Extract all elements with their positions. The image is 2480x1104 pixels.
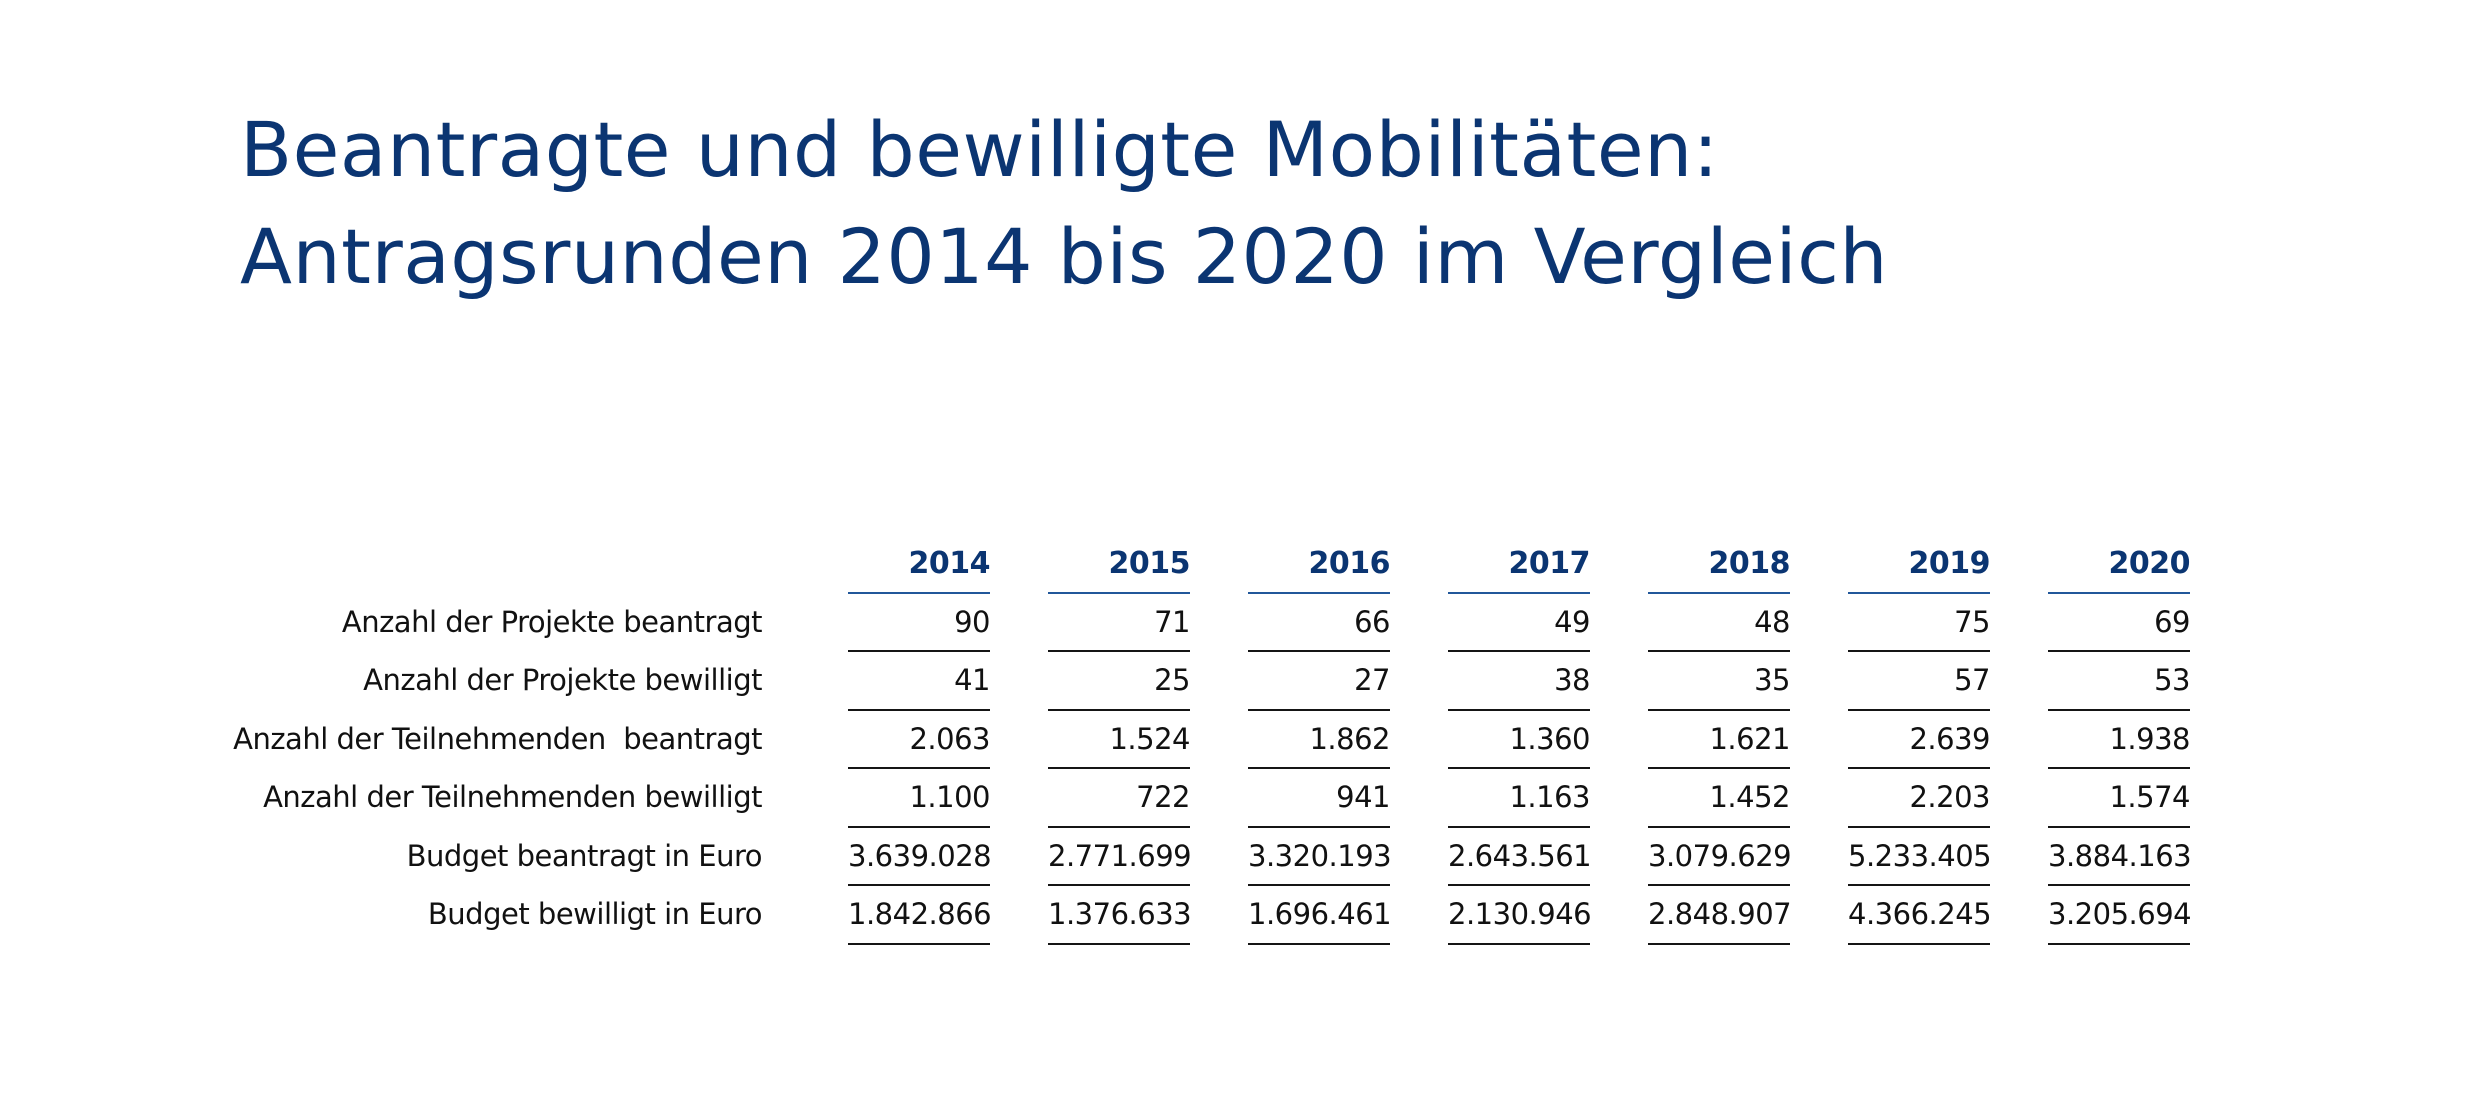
table-cell: 3.205.694 bbox=[2048, 886, 2192, 945]
table-cell: 3.079.629 bbox=[1648, 828, 1792, 886]
table-cell: 2.848.907 bbox=[1648, 886, 1792, 945]
column-header-year: 2017 bbox=[1448, 535, 1591, 594]
table-cell: 1.163 bbox=[1448, 769, 1591, 828]
table-cell: 1.621 bbox=[1648, 711, 1791, 769]
header-row: 2014 2015 2016 2017 2018 2019 2020 bbox=[0, 535, 2191, 594]
table-cell: 1.360 bbox=[1448, 711, 1591, 769]
table-cell: 1.574 bbox=[2048, 769, 2191, 828]
row-label: Anzahl der Teilnehmenden bewilligt bbox=[263, 780, 762, 814]
row-label: Budget beantragt in Euro bbox=[406, 838, 763, 873]
row-label: Anzahl der Projekte bewilligt bbox=[363, 663, 762, 697]
table-cell: 71 bbox=[1048, 594, 1191, 652]
table-row: Budget bewilligt in Euro 1.842.866 1.376.6… bbox=[0, 886, 2192, 945]
table-cell: 69 bbox=[2048, 594, 2191, 652]
table-cell: 2.063 bbox=[848, 711, 991, 769]
table-cell: 1.842.866 bbox=[848, 886, 992, 945]
column-header-year: 2015 bbox=[1048, 535, 1191, 594]
table-cell: 53 bbox=[2048, 652, 2191, 711]
table-cell: 38 bbox=[1448, 652, 1591, 711]
table-cell: 1.938 bbox=[2048, 711, 2191, 769]
table-cell: 2.203 bbox=[1848, 769, 1991, 828]
header-label-spacer bbox=[0, 535, 762, 594]
table-row: Anzahl der Teilnehmenden beantragt 2.063 1… bbox=[0, 711, 2191, 769]
table-row: Anzahl der Teilnehmenden bewilligt 1.100 7… bbox=[0, 769, 2191, 828]
table-cell: 1.524 bbox=[1048, 711, 1191, 769]
column-header-year: 2018 bbox=[1648, 535, 1791, 594]
table-cell: 57 bbox=[1848, 652, 1991, 711]
table-cell: 66 bbox=[1248, 594, 1391, 652]
column-header-year: 2016 bbox=[1248, 535, 1391, 594]
table-cell: 5.233.405 bbox=[1848, 828, 1992, 886]
table-cell: 3.884.163 bbox=[2048, 828, 2192, 886]
table-cell: 2.639 bbox=[1848, 711, 1991, 769]
row-label: Budget bewilligt in Euro bbox=[427, 897, 763, 931]
table-cell: 1.452 bbox=[1648, 769, 1791, 828]
comparison-table: 2014 2015 2016 2017 2018 2019 2020 Anzahl der P… bbox=[0, 535, 2192, 945]
table-cell: 4.366.245 bbox=[1848, 886, 1992, 945]
table-cell: 2.771.699 bbox=[1048, 828, 1192, 886]
row-label: Anzahl der Projekte beantragt bbox=[341, 604, 763, 639]
table-row: Anzahl der Projekte bewilligt 41 25 27 38 35 5… bbox=[0, 652, 2191, 711]
table-cell: 41 bbox=[848, 652, 991, 711]
table-cell: 722 bbox=[1048, 769, 1191, 828]
title-line-1: Beantragte und bewilligte Mobilitäten: bbox=[240, 105, 1719, 194]
table-cell: 941 bbox=[1248, 769, 1391, 828]
table-cell: 1.100 bbox=[848, 769, 991, 828]
page-title: Beantragte und bewilligte Mobilitäten: A… bbox=[240, 96, 1888, 310]
table-cell: 1.696.461 bbox=[1248, 886, 1392, 945]
table-cell: 49 bbox=[1448, 594, 1591, 652]
table-cell: 3.320.193 bbox=[1248, 828, 1392, 886]
table-cell: 48 bbox=[1648, 594, 1791, 652]
row-label: Anzahl der Teilnehmenden beantragt bbox=[233, 721, 762, 756]
table-cell: 35 bbox=[1648, 652, 1791, 711]
table-cell: 27 bbox=[1248, 652, 1391, 711]
table-cell: 75 bbox=[1848, 594, 1991, 652]
table-row: Anzahl der Projekte beantragt 90 71 66 49 48 7… bbox=[0, 594, 2191, 652]
table-cell: 25 bbox=[1048, 652, 1191, 711]
column-header-year: 2014 bbox=[848, 535, 991, 594]
table-cell: 2.643.561 bbox=[1448, 828, 1592, 886]
column-header-year: 2019 bbox=[1848, 535, 1991, 594]
title-line-2: Antragsrunden 2014 bis 2020 im Vergleich bbox=[240, 212, 1889, 301]
table-cell: 1.376.633 bbox=[1048, 886, 1192, 945]
column-header-year: 2020 bbox=[2048, 535, 2191, 594]
table-cell: 1.862 bbox=[1248, 711, 1391, 769]
table-cell: 90 bbox=[848, 594, 991, 652]
table-cell: 3.639.028 bbox=[848, 828, 992, 886]
table-cell: 2.130.946 bbox=[1448, 886, 1592, 945]
table-row: Budget beantragt in Euro 3.639.028 2.771.6… bbox=[0, 828, 2192, 886]
